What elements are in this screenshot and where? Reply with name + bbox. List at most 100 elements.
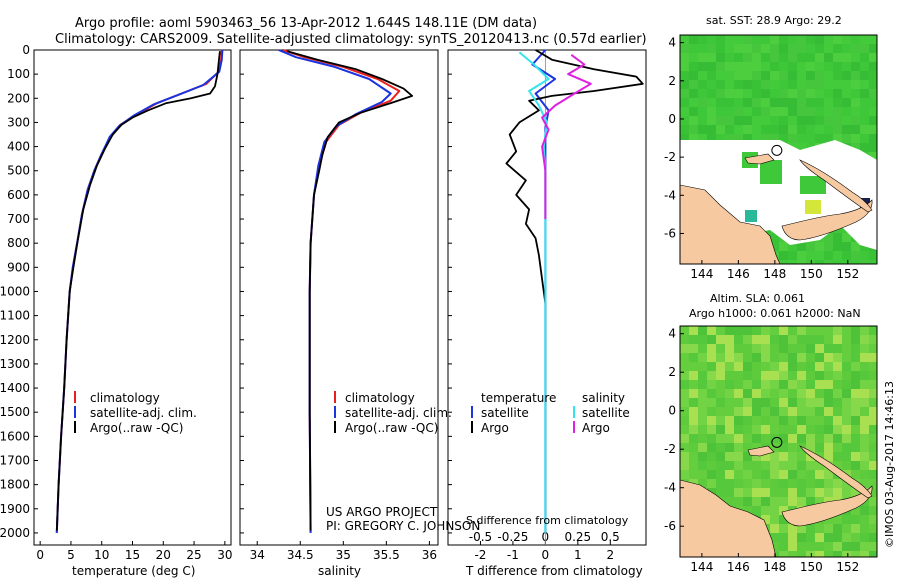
diff-series-s-argo [541,53,592,219]
map-cell [788,470,797,479]
map-cell [851,260,860,264]
map-cell [752,89,761,98]
map-cell [725,335,734,344]
map-cell [752,80,761,89]
map-cell [815,44,824,53]
map-cell [815,497,824,506]
map-cell [788,44,797,53]
map-cell [770,344,779,353]
map-cell [833,380,842,389]
map-cell [815,416,824,425]
map-cell [869,443,877,452]
map-cell [788,116,797,125]
map-cell [851,35,860,44]
salinity-legend: climatology satellite-adj. clim. Argo(..… [334,391,452,435]
map-cell [824,434,833,443]
map-cell [779,89,788,98]
map-cell [779,479,788,488]
map-cell [689,389,698,398]
map-cell [761,116,770,125]
map-cell [743,326,752,335]
map-cell [869,98,877,107]
map-cell [689,434,698,443]
map-cell [860,98,869,107]
map-cell [797,470,806,479]
map-cell [707,89,716,98]
temperature-series [55,49,224,533]
map-cell [752,425,761,434]
map-cell [734,326,743,335]
map-cell [743,353,752,362]
map-cell [779,98,788,107]
map-cell [770,35,779,44]
map-cell [779,335,788,344]
map-cell [761,107,770,116]
map-cell [788,35,797,44]
map-cell [707,371,716,380]
sal-series-argo-raw-qc [287,50,414,531]
map-cell [797,434,806,443]
map-cell [824,371,833,380]
map-cell [752,416,761,425]
map-cell [770,233,779,242]
map-cell [689,116,698,125]
map-cell [716,452,725,461]
map-cell [680,398,689,407]
map-cell [770,98,779,107]
salinity-x-label: salinity [318,564,361,578]
map-cell [815,425,824,434]
map-cell [860,425,869,434]
map-cell [860,326,869,335]
sla-land-manus [747,445,775,457]
map-cell [815,479,824,488]
salinity-series [278,49,414,533]
map-cell [842,335,851,344]
map-x-tick-label: 152 [836,267,859,281]
sla-map-title: Altim. SLA: 0.061 [710,292,805,305]
map-cell [860,515,869,524]
map-cell [752,125,761,134]
map-cell [833,344,842,353]
map-cell [761,497,770,506]
map-cell [734,116,743,125]
map-cell [824,89,833,98]
map-cell [869,71,877,80]
map-cell [716,53,725,62]
map-cell [779,524,788,533]
sal-x-tick-label: 35.5 [373,548,400,562]
map-cell [689,80,698,89]
map-cell [707,71,716,80]
map-cell [842,515,851,524]
map-cell [779,35,788,44]
map-cell [707,452,716,461]
map-cell [743,479,752,488]
map-cell [698,89,707,98]
temperature-x-axis: 0 5 10 15 20 25 30 [36,541,232,562]
map-cell [833,551,842,557]
map-cell [770,362,779,371]
s-diff-tick-label: 0.25 [564,530,591,544]
map-cell [779,326,788,335]
depth-tick-label: 900 [7,260,30,274]
map-cell [680,80,689,89]
map-cell [743,452,752,461]
map-cell [851,407,860,416]
map-cell [743,344,752,353]
map-cell [833,335,842,344]
map-cell [797,497,806,506]
map-cell [851,380,860,389]
sst-map-title: sat. SST: 28.9 Argo: 29.2 [706,14,842,27]
map-cell [725,125,734,134]
map-cell [707,98,716,107]
legend-s-satellite-label: satellite [582,406,630,420]
sst-land-new-guinea [680,184,781,264]
map-cell [752,434,761,443]
map-cell [824,260,833,264]
map-cell [770,542,779,551]
map-cell [725,425,734,434]
map-cell [761,44,770,53]
map-cell [779,371,788,380]
sla-argo-marker [771,436,783,448]
depth-tick-label: 1900 [0,502,30,516]
map-cell [833,452,842,461]
